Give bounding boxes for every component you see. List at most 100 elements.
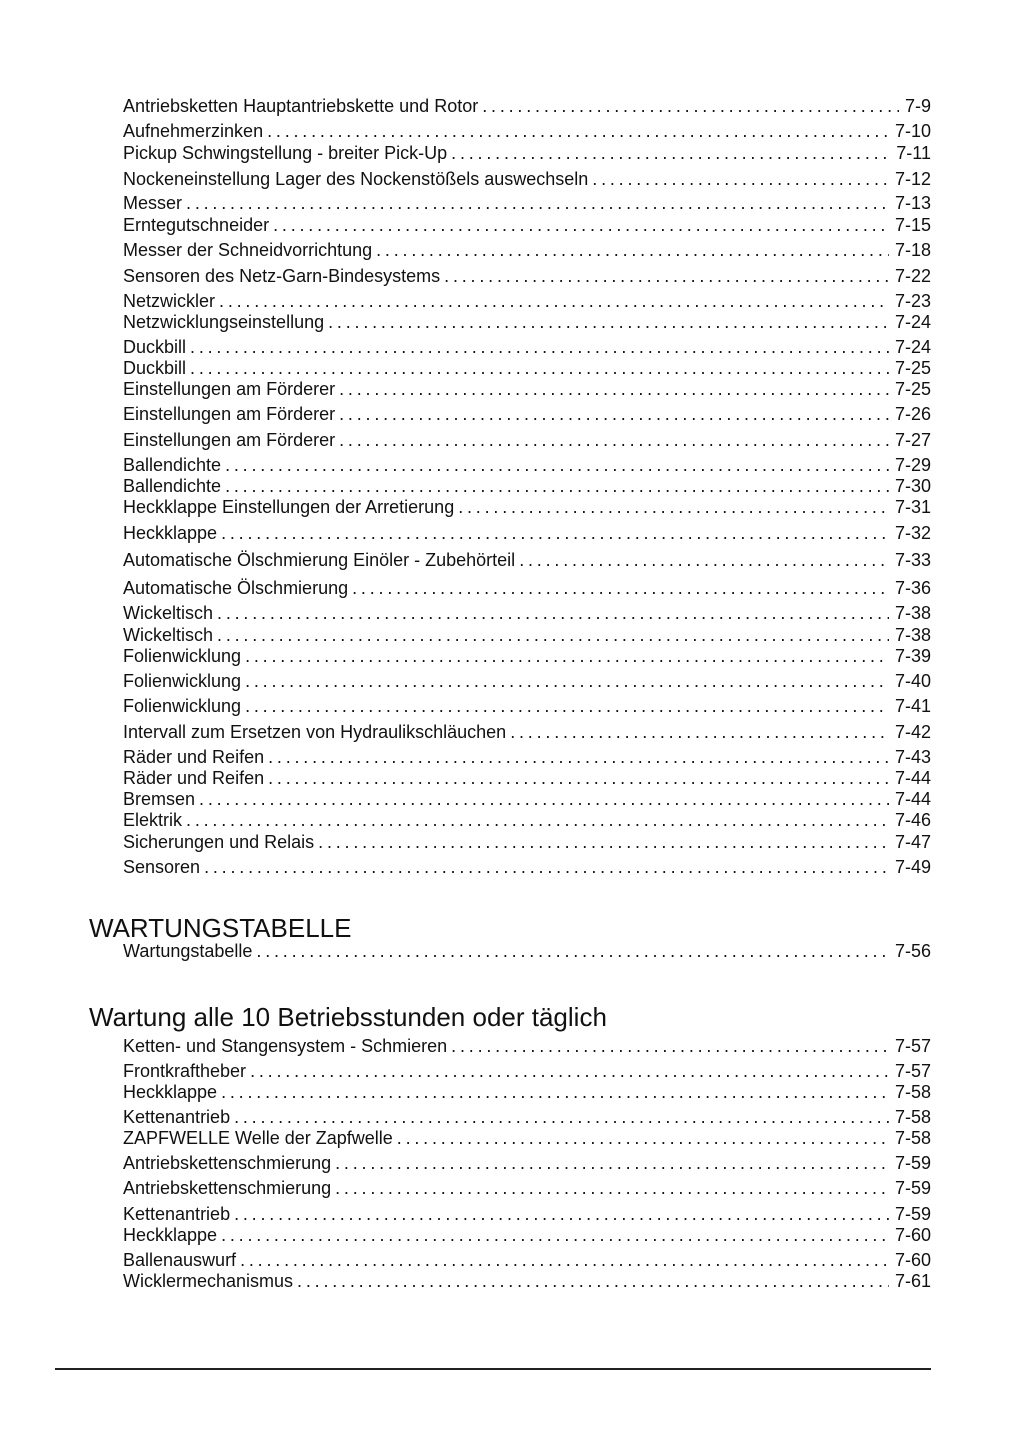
- toc-entry-title: Erntegutschneider: [123, 215, 270, 235]
- toc-entry-title: Antriebskettenschmierung: [123, 1178, 332, 1198]
- toc-entry-title: Aufnehmerzinken: [123, 121, 264, 141]
- toc-entry[interactable]: Sensoren des Netz-Garn-Bindesystems 7-22: [123, 265, 931, 287]
- toc-entry-page: 7-47: [894, 832, 931, 852]
- toc-entry[interactable]: Wickeltisch 7-38: [123, 624, 931, 646]
- toc-entry-page: 7-57: [894, 1061, 931, 1081]
- toc-entry-page: 7-58: [894, 1107, 931, 1127]
- toc-entry[interactable]: Antriebskettenschmierung 7-59: [123, 1152, 931, 1174]
- toc-entry-page: 7-29: [894, 455, 931, 475]
- dot-leader: [451, 1035, 889, 1057]
- toc-entry-title: ZAPFWELLE Welle der Zapfwelle: [123, 1128, 393, 1148]
- dot-leader: [225, 454, 889, 476]
- toc-entry[interactable]: Erntegutschneider 7-15: [123, 214, 931, 236]
- toc-entry[interactable]: Antriebskettenschmierung 7-59: [123, 1177, 931, 1199]
- toc-entry[interactable]: Nockeneinstellung Lager des Nockenstößel…: [123, 168, 931, 190]
- toc-entry[interactable]: Automatische Ölschmierung 7-36: [123, 577, 931, 599]
- toc-entry-title: Pickup Schwingstellung - breiter Pick-Up: [123, 143, 448, 163]
- toc-entry-page: 7-27: [894, 430, 931, 450]
- toc-entry[interactable]: Pickup Schwingstellung - breiter Pick-Up…: [123, 142, 931, 164]
- toc-entry-title: Messer: [123, 193, 183, 213]
- toc-entry[interactable]: Heckklappe 7-60: [123, 1224, 931, 1246]
- toc-entry-page: 7-10: [894, 121, 931, 141]
- toc-entry[interactable]: Folienwicklung 7-39: [123, 645, 931, 667]
- toc-entry[interactable]: Wickeltisch 7-38: [123, 602, 931, 624]
- toc-entry-page: 7-40: [894, 671, 931, 691]
- dot-leader: [519, 549, 889, 571]
- toc-entry-title: Wickeltisch: [123, 603, 214, 623]
- toc-entry-page: 7-58: [894, 1128, 931, 1148]
- toc-entry[interactable]: Sensoren 7-49: [123, 856, 931, 878]
- dot-leader: [268, 746, 889, 768]
- dot-leader: [240, 1249, 889, 1271]
- toc-entry[interactable]: Kettenantrieb 7-59: [123, 1203, 931, 1225]
- toc-entry[interactable]: Folienwicklung 7-40: [123, 670, 931, 692]
- toc-entry-title: Duckbill: [123, 337, 187, 357]
- toc-entry[interactable]: Einstellungen am Förderer 7-25: [123, 378, 931, 400]
- toc-entry-title: Automatische Ölschmierung Einöler - Zube…: [123, 550, 516, 570]
- toc-entry[interactable]: Ballendichte 7-30: [123, 475, 931, 497]
- toc-entry-page: 7-22: [894, 266, 931, 286]
- toc-entry[interactable]: Bremsen 7-44: [123, 788, 931, 810]
- toc-entry[interactable]: Ballendichte 7-29: [123, 454, 931, 476]
- toc-entry[interactable]: Wicklermechanismus 7-61: [123, 1270, 931, 1292]
- dot-leader: [221, 522, 889, 544]
- toc-entry[interactable]: Frontkraftheber 7-57: [123, 1060, 931, 1082]
- toc-entry[interactable]: Heckklappe Einstellungen der Arretierung…: [123, 496, 931, 518]
- toc-entry[interactable]: Heckklappe 7-32: [123, 522, 931, 544]
- dot-leader: [190, 357, 889, 379]
- dot-leader: [186, 192, 889, 214]
- toc-entry-title: Frontkraftheber: [123, 1061, 247, 1081]
- toc-entry[interactable]: Automatische Ölschmierung Einöler - Zube…: [123, 549, 931, 571]
- toc-entry[interactable]: Intervall zum Ersetzen von Hydraulikschl…: [123, 721, 931, 743]
- toc-entry[interactable]: Kettenantrieb 7-58: [123, 1106, 931, 1128]
- toc-entry[interactable]: Räder und Reifen 7-44: [123, 767, 931, 789]
- toc-entry[interactable]: Einstellungen am Förderer 7-26: [123, 403, 931, 425]
- toc-entry[interactable]: Duckbill 7-24: [123, 336, 931, 358]
- toc-entry-title: Folienwicklung: [123, 646, 242, 666]
- toc-entry-title: Intervall zum Ersetzen von Hydraulikschl…: [123, 722, 507, 742]
- toc-entry[interactable]: Wartungstabelle 7-56: [123, 940, 931, 962]
- toc-entry-title: Bremsen: [123, 789, 196, 809]
- toc-entry[interactable]: Netzwickler 7-23: [123, 290, 931, 312]
- toc-entry[interactable]: Netzwicklungseinstellung 7-24: [123, 311, 931, 333]
- toc-entry-title: Folienwicklung: [123, 696, 242, 716]
- toc-entry-page: 7-9: [904, 96, 931, 116]
- toc-entry-page: 7-31: [894, 497, 931, 517]
- toc-entry-title: Ballendichte: [123, 476, 222, 496]
- toc-entry-title: Duckbill: [123, 358, 187, 378]
- toc-entry[interactable]: Messer 7-13: [123, 192, 931, 214]
- toc-entry[interactable]: Elektrik 7-46: [123, 809, 931, 831]
- toc-entry[interactable]: Einstellungen am Förderer 7-27: [123, 429, 931, 451]
- toc-entry-page: 7-60: [894, 1250, 931, 1270]
- toc-entry-title: Wicklermechanismus: [123, 1271, 294, 1291]
- dot-leader: [397, 1127, 889, 1149]
- toc-entry-page: 7-60: [894, 1225, 931, 1245]
- toc-entry[interactable]: Messer der Schneidvorrichtung 7-18: [123, 239, 931, 261]
- toc-entry-title: Netzwickler: [123, 291, 216, 311]
- toc-entry-page: 7-23: [894, 291, 931, 311]
- toc-entry[interactable]: Antriebsketten Hauptantriebskette und Ro…: [123, 95, 931, 117]
- toc-entry[interactable]: Ballenauswurf 7-60: [123, 1249, 931, 1271]
- toc-entry[interactable]: Aufnehmerzinken 7-10: [123, 120, 931, 142]
- toc-entry-page: 7-59: [894, 1153, 931, 1173]
- toc-entry-title: Nockeneinstellung Lager des Nockenstößel…: [123, 169, 589, 189]
- dot-leader: [592, 168, 889, 190]
- toc-entry-title: Antriebskettenschmierung: [123, 1153, 332, 1173]
- toc-entry[interactable]: Ketten- und Stangensystem - Schmieren 7-5…: [123, 1035, 931, 1057]
- toc-entry-title: Heckklappe: [123, 523, 218, 543]
- toc-entry-title: Heckklappe Einstellungen der Arretierung: [123, 497, 455, 517]
- toc-entry-page: 7-57: [894, 1036, 931, 1056]
- toc-entry-page: 7-38: [894, 603, 931, 623]
- dot-leader: [339, 429, 889, 451]
- toc-entry-page: 7-38: [894, 625, 931, 645]
- toc-entry[interactable]: ZAPFWELLE Welle der Zapfwelle 7-58: [123, 1127, 931, 1149]
- toc-entry-title: Antriebsketten Hauptantriebskette und Ro…: [123, 96, 479, 116]
- toc-entry[interactable]: Folienwicklung 7-41: [123, 695, 931, 717]
- dot-leader: [268, 767, 889, 789]
- toc-entry[interactable]: Heckklappe 7-58: [123, 1081, 931, 1103]
- toc-entry[interactable]: Sicherungen und Relais 7-47: [123, 831, 931, 853]
- toc-entry-page: 7-13: [894, 193, 931, 213]
- toc-entry[interactable]: Duckbill 7-25: [123, 357, 931, 379]
- toc-entry-page: 7-44: [894, 789, 931, 809]
- toc-entry[interactable]: Räder und Reifen 7-43: [123, 746, 931, 768]
